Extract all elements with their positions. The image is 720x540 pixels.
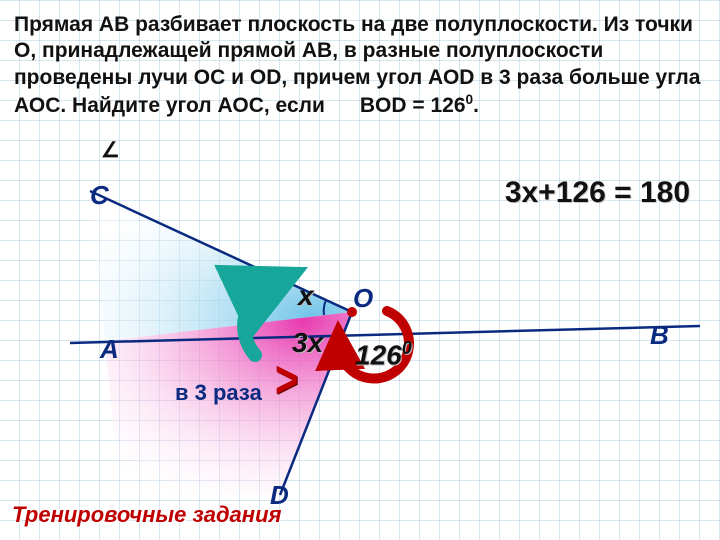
label-c: C bbox=[90, 180, 109, 211]
label-b: B bbox=[650, 320, 669, 351]
chevron-icon: > bbox=[275, 351, 298, 410]
label-angle-x: x bbox=[298, 280, 314, 312]
problem-text: Прямая АВ разбивает плоскость на две пол… bbox=[14, 12, 706, 119]
label-a: A bbox=[100, 334, 119, 365]
multiplier-text: в 3 раза bbox=[175, 380, 262, 406]
label-o: O bbox=[353, 283, 373, 314]
problem-deg-sup: 0 bbox=[466, 92, 474, 107]
footer-caption: Тренировочные задания bbox=[12, 502, 281, 528]
equation: 3x+126 = 180 bbox=[505, 176, 690, 210]
problem-body: Прямая АВ разбивает плоскость на две пол… bbox=[14, 13, 700, 117]
angle-symbol bbox=[101, 138, 120, 164]
bod-value: 126 bbox=[355, 339, 402, 370]
bod-sup: 0 bbox=[402, 338, 412, 358]
label-angle-bod: 1260 bbox=[355, 338, 412, 371]
